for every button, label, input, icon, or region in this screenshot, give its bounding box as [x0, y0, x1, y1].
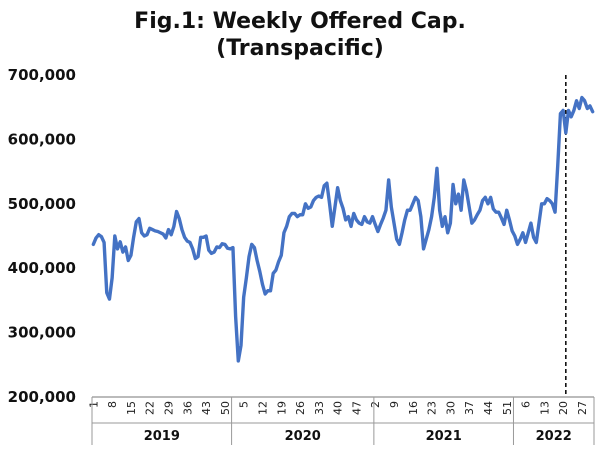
year-label: 2021 [426, 429, 462, 444]
y-tick-label: 700,000 [8, 66, 76, 84]
year-label: 2020 [285, 429, 321, 444]
x-tick-label: 16 [407, 401, 420, 415]
x-tick-label: 37 [463, 401, 476, 415]
x-tick-label: 50 [219, 401, 232, 415]
x-tick-label: 51 [501, 401, 514, 415]
x-tick-label: 2 [369, 401, 382, 408]
x-tick-label: 36 [181, 401, 194, 415]
x-tick-label: 5 [238, 401, 251, 408]
x-tick-label: 19 [275, 401, 288, 415]
plot-area [91, 75, 595, 397]
year-label: 2019 [144, 429, 180, 444]
x-tick-label: 8 [106, 401, 119, 408]
x-tick-label: 47 [350, 401, 363, 415]
y-tick-label: 500,000 [8, 195, 76, 213]
x-tick-label: 15 [125, 401, 138, 415]
x-tick-label: 22 [144, 401, 157, 415]
x-tick-label: 6 [520, 401, 533, 408]
year-label: 2022 [536, 429, 572, 444]
x-tick-label: 12 [256, 401, 269, 415]
chart-title-line1: Fig.1: Weekly Offered Cap. [134, 9, 466, 34]
x-tick-label: 43 [200, 401, 213, 415]
x-tick-label: 13 [538, 401, 551, 415]
y-axis: 200,000 300,000 400,000 500,000 600,000 700,0… [8, 66, 76, 406]
y-tick-label: 400,000 [8, 259, 76, 277]
x-tick-label: 44 [482, 401, 495, 415]
y-tick-label: 200,000 [8, 388, 76, 406]
chart-title-line2: (Transpacific) [216, 36, 384, 61]
y-tick-label: 600,000 [8, 130, 76, 148]
x-axis: 1 8 15 22 29 36 43 50 5 12 19 26 33 40 47 2 9 16 23 30 37 44 5… [87, 396, 595, 445]
x-tick-label: 40 [332, 401, 345, 415]
x-tick-label: 33 [313, 401, 326, 415]
y-tick-label: 300,000 [8, 324, 76, 342]
x-tick-label: 30 [444, 401, 457, 415]
x-tick-label: 27 [576, 401, 589, 415]
x-tick-label: 9 [388, 401, 401, 408]
x-tick-label: 23 [426, 401, 439, 415]
x-tick-label: 29 [163, 401, 176, 415]
x-tick-label: 26 [294, 401, 307, 415]
x-tick-label: 20 [557, 401, 570, 415]
x-tick-label: 1 [87, 401, 100, 408]
series-line [91, 95, 595, 363]
